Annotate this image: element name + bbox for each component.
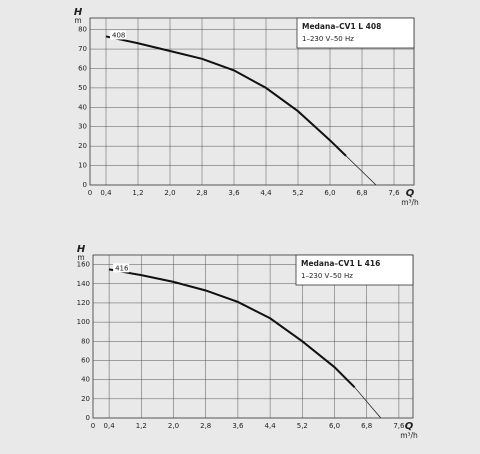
curve-label-bg bbox=[113, 263, 130, 273]
x-tick-label: 2,8 bbox=[196, 189, 207, 197]
y-tick-label: 20 bbox=[78, 142, 87, 150]
y-tick-label: 60 bbox=[78, 64, 87, 72]
curve bbox=[345, 155, 377, 186]
y-tick-label: 40 bbox=[78, 103, 87, 111]
x-tick-label: 5,2 bbox=[292, 189, 303, 197]
y-tick-label: 40 bbox=[81, 376, 90, 384]
y-tick-label: 20 bbox=[81, 395, 90, 403]
x-tick-label: 3,6 bbox=[232, 422, 244, 430]
y-tick-label: 60 bbox=[81, 356, 90, 364]
y-tick-label: 0 bbox=[86, 414, 90, 422]
info-subtitle: 1–230 V–50 Hz bbox=[301, 272, 353, 280]
x-tick-label: 2,0 bbox=[164, 189, 175, 197]
x-tick-label: 0 bbox=[88, 189, 92, 197]
x-tick-label: 6,8 bbox=[356, 189, 367, 197]
x-tick-label: 6,0 bbox=[329, 422, 340, 430]
x-tick-label: 4,4 bbox=[265, 422, 277, 430]
x-axis-unit: m³/h bbox=[401, 198, 419, 207]
y-tick-label: 0 bbox=[83, 181, 87, 189]
x-tick-label: 0,4 bbox=[104, 422, 116, 430]
info-title: Medana–CV1 L 408 bbox=[302, 22, 381, 31]
x-tick-label: 1,2 bbox=[136, 422, 147, 430]
y-tick-label: 10 bbox=[78, 162, 87, 170]
y-tick-label: 30 bbox=[78, 123, 87, 131]
y-axis-label: H bbox=[77, 244, 86, 255]
y-tick-label: 140 bbox=[77, 280, 90, 288]
x-tick-label: 0,4 bbox=[100, 189, 112, 197]
y-tick-label: 70 bbox=[78, 45, 87, 53]
curve bbox=[354, 387, 382, 419]
y-axis-unit: m bbox=[74, 16, 81, 25]
y-axis-label: H bbox=[74, 7, 83, 18]
y-tick-label: 80 bbox=[81, 337, 90, 345]
curve-label: 408 bbox=[112, 31, 125, 39]
x-axis-label: Q bbox=[405, 421, 414, 432]
y-axis-unit: m bbox=[77, 253, 84, 262]
x-tick-label: 5,2 bbox=[297, 422, 308, 430]
x-tick-label: 4,4 bbox=[260, 189, 272, 197]
y-tick-label: 50 bbox=[78, 84, 87, 92]
curve-label-bg bbox=[110, 30, 126, 40]
y-tick-label: 120 bbox=[77, 299, 90, 307]
x-tick-label: 2,8 bbox=[200, 422, 211, 430]
x-tick-label: 6,0 bbox=[324, 189, 335, 197]
x-tick-label: 3,6 bbox=[228, 189, 240, 197]
x-axis-label: Q bbox=[406, 188, 415, 199]
x-axis-unit: m³/h bbox=[400, 431, 418, 440]
y-tick-label: 100 bbox=[77, 318, 90, 326]
x-tick-label: 6,8 bbox=[361, 422, 372, 430]
info-box bbox=[295, 254, 414, 286]
info-box bbox=[296, 17, 415, 49]
x-tick-label: 2,0 bbox=[168, 422, 179, 430]
x-tick-label: 0 bbox=[91, 422, 95, 430]
curve-label: 416 bbox=[115, 264, 129, 272]
x-tick-label: 7,6 bbox=[388, 189, 400, 197]
info-title: Medana–CV1 L 416 bbox=[301, 259, 380, 268]
x-tick-label: 7,6 bbox=[393, 422, 405, 430]
info-subtitle: 1–230 V–50 Hz bbox=[302, 35, 354, 43]
curve bbox=[108, 268, 356, 389]
y-tick-label: 160 bbox=[77, 261, 90, 269]
x-tick-label: 1,2 bbox=[132, 189, 143, 197]
y-tick-label: 80 bbox=[78, 26, 87, 34]
curve bbox=[105, 35, 347, 157]
